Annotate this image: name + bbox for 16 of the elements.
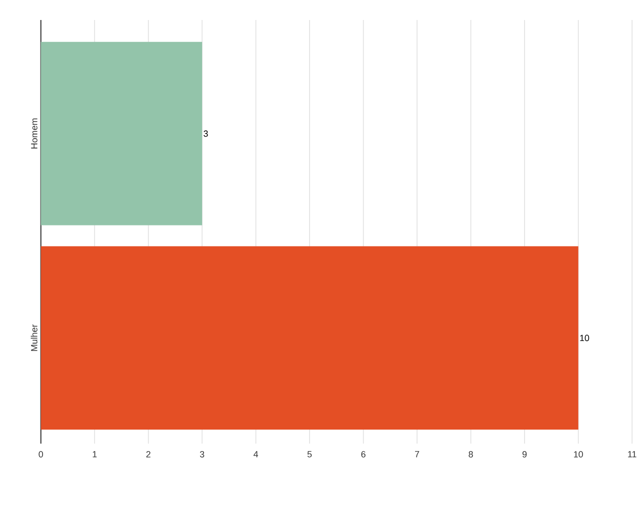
x-tick-label: 8 bbox=[468, 450, 473, 458]
y-tick-label: Mulher bbox=[30, 324, 38, 351]
data-label: 3 bbox=[204, 130, 208, 137]
x-tick-label: 11 bbox=[628, 450, 636, 458]
x-tick-label: 9 bbox=[522, 450, 527, 458]
x-tick-label: 7 bbox=[415, 450, 420, 458]
x-tick-label: 5 bbox=[307, 450, 312, 458]
x-tick-label: 0 bbox=[38, 450, 44, 458]
x-tick-label: 2 bbox=[146, 450, 150, 458]
x-tick-label: 6 bbox=[361, 450, 366, 458]
data-label: 10 bbox=[580, 334, 590, 341]
x-tick-label: 1 bbox=[92, 450, 97, 458]
x-tick-label: 4 bbox=[254, 450, 258, 458]
y-tick-label: Homem bbox=[31, 118, 38, 148]
x-tick-label: 10 bbox=[574, 450, 583, 458]
x-tick-label: 3 bbox=[200, 450, 204, 458]
